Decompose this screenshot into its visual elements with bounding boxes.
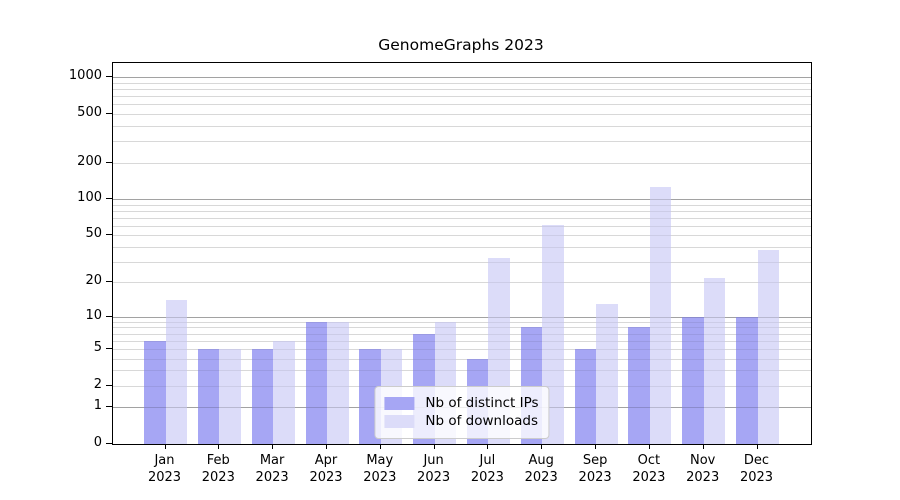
gridline-100 <box>113 199 811 201</box>
x-tick-label: Aug 2023 <box>524 453 558 485</box>
bar-nov-downloads <box>703 277 726 444</box>
x-tick-label: Jun 2023 <box>417 453 451 485</box>
x-tick-mark <box>164 444 166 449</box>
bar-apr-distinct-ips <box>305 321 327 444</box>
x-tick-label: Jul 2023 <box>470 453 504 485</box>
y-tick-label: 50 <box>85 226 102 242</box>
bar-mar-distinct-ips <box>251 348 274 444</box>
gridline-400 <box>113 125 811 127</box>
y-tick-label: 1 <box>93 398 102 414</box>
y-tick-mark <box>106 76 112 78</box>
x-tick-mark <box>648 444 650 449</box>
legend-row: Nb of downloads <box>384 413 538 429</box>
gridline-5 <box>113 348 811 350</box>
x-tick-mark <box>541 444 543 449</box>
bar-jan-distinct-ips <box>144 340 166 444</box>
bar-mar-downloads <box>273 340 295 444</box>
y-tick-mark <box>106 234 112 236</box>
gridline-700 <box>113 96 811 98</box>
gridline-90 <box>113 204 811 206</box>
gridline-200 <box>113 162 811 164</box>
x-tick-label: May 2023 <box>363 453 397 485</box>
gridline-20 <box>113 282 811 284</box>
y-tick-mark <box>106 113 112 115</box>
bar-sep-distinct-ips <box>574 348 597 444</box>
x-tick-mark <box>487 444 489 449</box>
legend-label: Nb of distinct IPs <box>425 395 539 411</box>
x-tick-mark <box>379 444 381 449</box>
legend-swatch <box>384 414 415 428</box>
y-tick-label: 100 <box>77 190 102 206</box>
legend: Nb of distinct IPs Nb of downloads <box>374 386 550 439</box>
y-tick-label: 5 <box>93 339 102 355</box>
x-tick-label: Mar 2023 <box>255 453 289 485</box>
y-tick-mark <box>106 384 112 386</box>
y-tick-label: 20 <box>85 273 102 289</box>
y-tick-mark <box>106 406 112 408</box>
x-tick-mark <box>326 444 327 449</box>
y-tick-mark <box>106 347 112 349</box>
bar-feb-downloads <box>219 348 241 444</box>
legend-swatch <box>384 396 415 410</box>
y-tick-label: 2 <box>93 376 102 392</box>
y-tick-mark <box>106 161 112 163</box>
gridline-70 <box>113 217 811 219</box>
x-tick-label: Jan 2023 <box>147 453 182 485</box>
x-tick-mark <box>433 444 435 449</box>
gridline-8 <box>113 327 811 329</box>
y-tick-label: 500 <box>77 105 102 121</box>
y-tick-label: 10 <box>85 307 102 323</box>
gridline-6 <box>113 340 811 342</box>
x-tick-mark <box>702 444 704 449</box>
gridline-1000 <box>113 77 811 79</box>
bar-dec-downloads <box>757 249 779 444</box>
bar-jan-downloads <box>165 300 187 444</box>
gridline-10 <box>113 316 811 318</box>
bar-feb-distinct-ips <box>197 348 220 444</box>
y-tick-label: 0 <box>93 435 102 450</box>
bar-oct-downloads <box>649 186 672 444</box>
gridline-900 <box>113 82 811 84</box>
gridline-50 <box>113 235 811 237</box>
chart-title: GenomeGraphs 2023 <box>378 36 544 54</box>
gridline-30 <box>113 261 811 263</box>
x-tick-mark <box>595 444 597 449</box>
bar-sep-downloads <box>596 303 618 444</box>
y-tick-mark <box>106 198 112 200</box>
gridline-300 <box>113 141 811 143</box>
bar-dec-distinct-ips <box>736 316 758 444</box>
y-tick-label: 200 <box>77 153 102 169</box>
x-tick-label: Feb 2023 <box>201 453 235 485</box>
legend-label: Nb of downloads <box>425 413 538 429</box>
plot-area: Nb of distinct IPs Nb of downloads <box>112 62 812 445</box>
x-tick-label: Apr 2023 <box>309 453 343 485</box>
bar-nov-distinct-ips <box>682 316 704 444</box>
y-tick-label: 1000 <box>68 68 102 84</box>
y-tick-mark <box>106 443 112 444</box>
gridline-60 <box>113 225 811 227</box>
y-tick-mark <box>106 315 112 317</box>
x-tick-mark <box>756 444 758 449</box>
x-tick-mark <box>272 444 274 449</box>
gridline-7 <box>113 333 811 335</box>
gridline-600 <box>113 104 811 106</box>
x-tick-label: Nov 2023 <box>686 453 720 485</box>
bar-oct-distinct-ips <box>628 327 650 444</box>
gridline-3 <box>113 370 811 372</box>
gridline-4 <box>113 358 811 360</box>
gridline-500 <box>113 114 811 116</box>
x-tick-label: Sep 2023 <box>578 453 612 485</box>
x-tick-label: Oct 2023 <box>632 453 666 485</box>
y-tick-mark <box>106 281 112 283</box>
x-tick-label: Dec 2023 <box>739 453 774 485</box>
gridline-9 <box>113 321 811 323</box>
gridline-800 <box>113 89 811 91</box>
bar-apr-downloads <box>327 321 349 444</box>
gridline-40 <box>113 246 811 248</box>
x-tick-mark <box>218 444 220 449</box>
gridline-80 <box>113 210 811 212</box>
legend-row: Nb of distinct IPs <box>384 395 539 411</box>
